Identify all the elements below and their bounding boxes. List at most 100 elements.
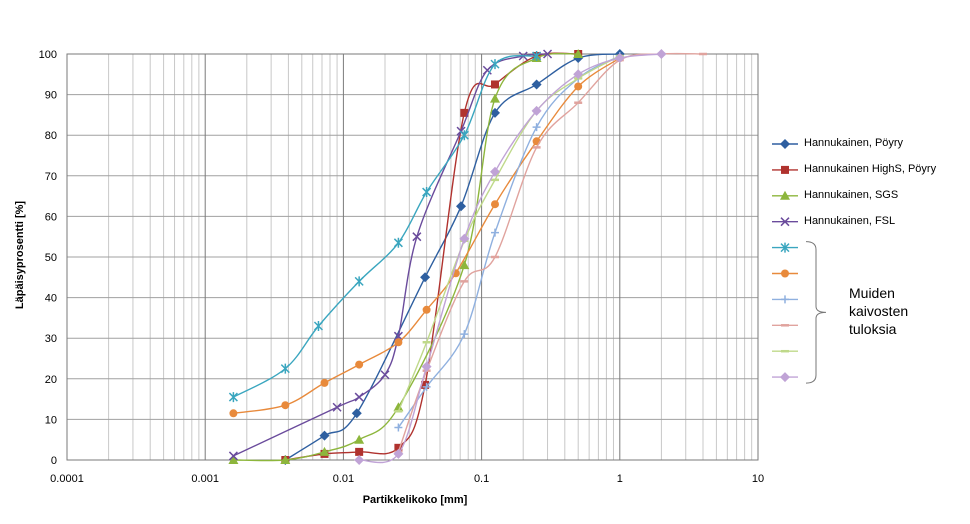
data-point-marker (280, 455, 291, 464)
y-tick-label: 20 (45, 374, 57, 386)
y-tick-label: 30 (45, 333, 57, 345)
data-point-marker (421, 361, 432, 372)
legend-item-marker (772, 242, 798, 253)
data-point-marker (313, 321, 323, 332)
data-point-marker (354, 276, 364, 287)
data-point-marker (281, 401, 290, 410)
data-point-marker (320, 378, 329, 387)
series-line (233, 52, 579, 462)
data-point-marker (351, 408, 362, 419)
data-point-marker (354, 434, 365, 444)
data-point-marker (380, 370, 390, 380)
y-tick-label: 40 (45, 293, 57, 305)
y-tick-label: 80 (45, 130, 57, 142)
series-10 (354, 49, 667, 465)
data-point-marker (393, 448, 404, 459)
data-point-marker (781, 295, 789, 304)
series-lines (228, 49, 708, 465)
y-tick-label: 90 (45, 90, 57, 102)
data-point-marker (394, 443, 403, 452)
data-point-marker (228, 451, 238, 461)
data-point-marker (781, 269, 789, 278)
data-point-marker (780, 139, 790, 149)
data-point-marker (355, 447, 364, 456)
data-point-marker (780, 372, 790, 383)
x-tick-label: 10 (752, 473, 764, 485)
data-point-marker (531, 105, 542, 116)
grid (66, 53, 759, 461)
data-point-marker (482, 65, 492, 75)
series-line (397, 52, 704, 453)
y-tick-label: 50 (45, 252, 57, 264)
series-line (358, 53, 662, 464)
y-tick-label: 70 (45, 171, 57, 183)
x-tick-label: 0.001 (191, 473, 219, 485)
data-point-marker (490, 228, 499, 237)
data-point-marker (543, 49, 553, 59)
data-point-marker (332, 402, 342, 412)
data-point-marker (459, 233, 470, 244)
data-point-marker (394, 338, 403, 347)
data-point-marker (422, 187, 432, 198)
series-3 (228, 49, 584, 464)
data-point-marker (490, 80, 499, 89)
y-tick-label: 100 (39, 49, 57, 61)
x-tick-label: 1 (617, 473, 623, 485)
data-point-marker (228, 455, 239, 464)
legend-label: Hannukainen, Pöyry (804, 137, 904, 149)
data-point-marker (456, 201, 467, 212)
y-tick-label: 0 (51, 455, 57, 467)
data-point-marker (460, 330, 469, 339)
y-tick-label: 60 (45, 211, 57, 223)
note-line: Muiden (849, 285, 895, 301)
y-axis-label-wrap: Läpäisyprosentti [%] (8, 140, 32, 370)
series-line (284, 53, 620, 461)
data-point-marker (656, 49, 667, 59)
legend-label: Hannukainen, FSL (804, 214, 896, 227)
series-6 (229, 54, 624, 418)
legend-item-marker (772, 165, 798, 174)
data-point-marker (354, 455, 365, 465)
data-point-marker (459, 260, 470, 270)
data-point-marker (459, 130, 469, 141)
legend-brace (805, 241, 827, 384)
x-tick-label: 0.0001 (50, 473, 84, 485)
data-point-marker (532, 123, 541, 132)
y-tick-label: 10 (45, 414, 57, 426)
data-point-marker (229, 409, 238, 418)
series-5 (228, 51, 542, 403)
data-point-marker (412, 232, 422, 242)
legend-item-marker (772, 190, 798, 200)
data-point-marker (422, 305, 431, 314)
data-point-marker (489, 93, 500, 103)
data-point-marker (490, 59, 500, 70)
series-8 (394, 52, 708, 454)
legend-item-marker (772, 295, 798, 304)
data-point-marker (614, 53, 625, 64)
legend-item-marker (772, 139, 798, 149)
data-point-marker (280, 363, 290, 374)
note-line: kaivosten (849, 303, 909, 319)
legend-markers (772, 139, 827, 384)
y-axis-label: Läpäisyprosentti [%] (14, 200, 26, 310)
data-point-marker (780, 217, 790, 227)
legend-item-marker (772, 372, 798, 383)
plot-area-border (66, 53, 759, 461)
data-point-marker (355, 360, 364, 369)
data-point-marker (393, 237, 403, 248)
legend-label: Hannukainen HighS, Pöyry (804, 162, 937, 175)
data-point-marker (573, 69, 584, 80)
data-point-marker (490, 200, 499, 209)
x-tick-label: 0.01 (333, 473, 354, 485)
data-point-marker (460, 108, 469, 117)
legend-label: Hannukainen, SGS (804, 188, 899, 201)
data-point-marker (574, 82, 583, 91)
data-point-marker (393, 331, 403, 341)
tick-labels: 0.0001 0.001 0.01 0.1 1 100102030405060708090… (39, 49, 764, 485)
data-point-marker (531, 79, 542, 90)
series-line (397, 55, 621, 428)
data-point-marker (780, 190, 790, 200)
data-point-marker (228, 392, 238, 403)
legend-item-marker (772, 217, 798, 227)
